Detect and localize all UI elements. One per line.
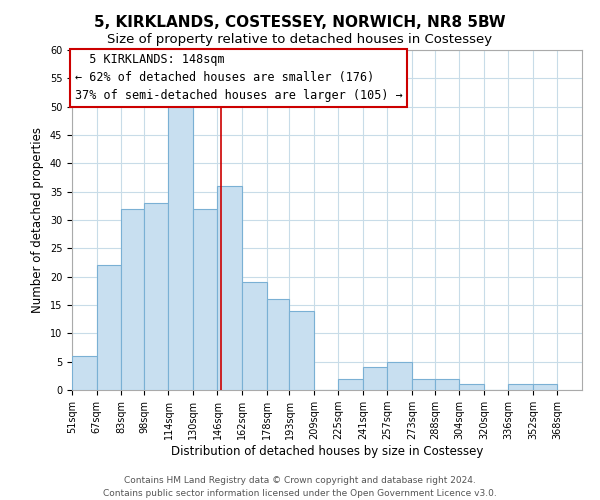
Text: 5 KIRKLANDS: 148sqm
← 62% of detached houses are smaller (176)
37% of semi-detac: 5 KIRKLANDS: 148sqm ← 62% of detached ho… <box>74 54 403 102</box>
Bar <box>533 384 557 390</box>
Bar <box>97 266 121 390</box>
Bar <box>412 378 435 390</box>
Bar <box>289 310 314 390</box>
Text: 5, KIRKLANDS, COSTESSEY, NORWICH, NR8 5BW: 5, KIRKLANDS, COSTESSEY, NORWICH, NR8 5B… <box>94 15 506 30</box>
Text: Size of property relative to detached houses in Costessey: Size of property relative to detached ho… <box>107 32 493 46</box>
Bar <box>193 208 217 390</box>
Text: Contains HM Land Registry data © Crown copyright and database right 2024.
Contai: Contains HM Land Registry data © Crown c… <box>103 476 497 498</box>
Bar <box>144 203 169 390</box>
Bar <box>388 362 412 390</box>
Bar <box>435 378 460 390</box>
Bar <box>508 384 533 390</box>
Bar <box>363 368 388 390</box>
Bar <box>338 378 363 390</box>
Y-axis label: Number of detached properties: Number of detached properties <box>31 127 44 313</box>
Bar <box>242 282 266 390</box>
Bar <box>72 356 97 390</box>
Bar <box>266 300 289 390</box>
X-axis label: Distribution of detached houses by size in Costessey: Distribution of detached houses by size … <box>171 445 483 458</box>
Bar <box>121 208 144 390</box>
Bar <box>217 186 242 390</box>
Bar <box>169 106 193 390</box>
Bar <box>460 384 484 390</box>
